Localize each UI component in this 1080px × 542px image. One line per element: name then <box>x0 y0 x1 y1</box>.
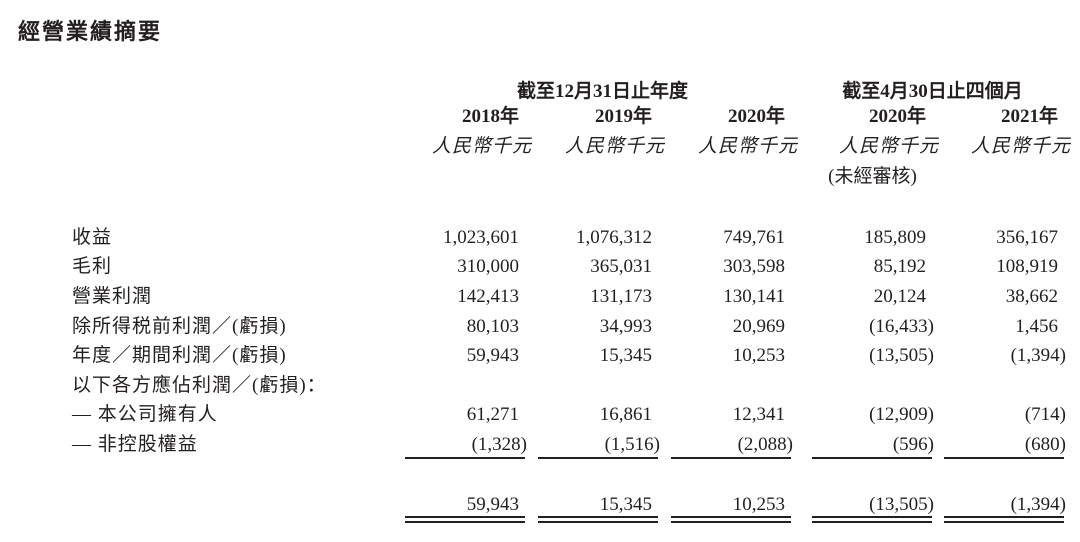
column-unit: 人民幣千元 <box>564 136 665 157</box>
table-cell: 1,456 <box>1015 316 1058 337</box>
column-year: 2018年 <box>461 106 519 127</box>
table-cell: 1,076,312 <box>576 227 652 248</box>
table-cell: 749,761 <box>723 227 785 248</box>
table-cell: (1,394) <box>1010 345 1066 366</box>
table-cell: 20,124 <box>873 286 926 307</box>
table-cell: (13,505) <box>869 494 934 515</box>
table-cell: 80,103 <box>466 316 519 337</box>
table-cell: 365,031 <box>590 256 652 277</box>
table-cell: 10,253 <box>732 345 785 366</box>
table-cell: 108,919 <box>996 256 1058 277</box>
table-cell: (714) <box>1024 404 1066 425</box>
table-cell: 38,662 <box>1005 286 1058 307</box>
column-unit: 人民幣千元 <box>970 136 1071 157</box>
total-double-underline <box>812 516 932 523</box>
table-cell: 303,598 <box>723 256 785 277</box>
table-cell: 16,861 <box>599 404 652 425</box>
table-cell: (13,505) <box>869 345 934 366</box>
total-double-underline <box>944 516 1064 523</box>
column-year: 2021年 <box>1000 106 1058 127</box>
table-cell: 10,253 <box>732 494 785 515</box>
table-cell: 185,809 <box>864 227 926 248</box>
header-group-annual: 截至12月31日止年度 <box>516 81 688 102</box>
table-cell: 356,167 <box>996 227 1058 248</box>
column-year: 2019年 <box>594 106 652 127</box>
table-cell: 20,969 <box>732 316 785 337</box>
total-double-underline <box>538 516 658 523</box>
column-unit: 人民幣千元 <box>838 136 939 157</box>
total-double-underline <box>671 516 791 523</box>
table-cell: (16,433) <box>869 316 934 337</box>
table-cell: 34,993 <box>599 316 652 337</box>
subtotal-underline <box>405 457 525 459</box>
row-label: 年度／期間利潤／(虧損) <box>72 345 287 366</box>
column-year: 2020年 <box>727 106 785 127</box>
subtotal-underline <box>812 457 932 459</box>
column-unit: 人民幣千元 <box>431 136 532 157</box>
table-cell: 61,271 <box>466 404 519 425</box>
table-cell: 59,943 <box>466 345 519 366</box>
total-double-underline <box>405 516 525 523</box>
column-year: 2020年 <box>868 106 926 127</box>
table-cell: (596) <box>892 434 934 455</box>
row-label: 收益 <box>72 227 113 248</box>
header-group-four-months: 截至4月30日止四個月 <box>842 81 1023 102</box>
row-label: — 非控股權益 <box>72 434 198 455</box>
table-cell: 59,943 <box>466 494 519 515</box>
table-cell: (680) <box>1024 434 1066 455</box>
table-cell: (2,088) <box>737 434 793 455</box>
column-unit: 人民幣千元 <box>697 136 798 157</box>
unaudited-note: (未經審核) <box>828 166 917 187</box>
table-cell: 310,000 <box>457 256 519 277</box>
table-cell: (12,909) <box>869 404 934 425</box>
table-cell: 130,141 <box>723 286 785 307</box>
table-cell: 15,345 <box>599 494 652 515</box>
page-title: 經營業績摘要 <box>18 19 163 44</box>
table-cell: 131,173 <box>590 286 652 307</box>
table-cell: 12,341 <box>732 404 785 425</box>
row-label: 營業利潤 <box>72 286 153 307</box>
table-cell: 85,192 <box>873 256 926 277</box>
subtotal-underline <box>944 457 1064 459</box>
table-cell: (1,516) <box>604 434 660 455</box>
subtotal-underline <box>538 457 658 459</box>
table-cell: (1,328) <box>471 434 527 455</box>
table-cell: (1,394) <box>1010 494 1066 515</box>
subtotal-underline <box>671 457 791 459</box>
table-cell: 142,413 <box>457 286 519 307</box>
row-label: 毛利 <box>72 256 113 277</box>
row-label: — 本公司擁有人 <box>72 404 218 425</box>
row-label: 除所得税前利潤／(虧損) <box>72 316 287 337</box>
table-cell: 1,023,601 <box>443 227 519 248</box>
row-label: 以下各方應佔利潤／(虧損)： <box>72 375 327 396</box>
table-cell: 15,345 <box>599 345 652 366</box>
